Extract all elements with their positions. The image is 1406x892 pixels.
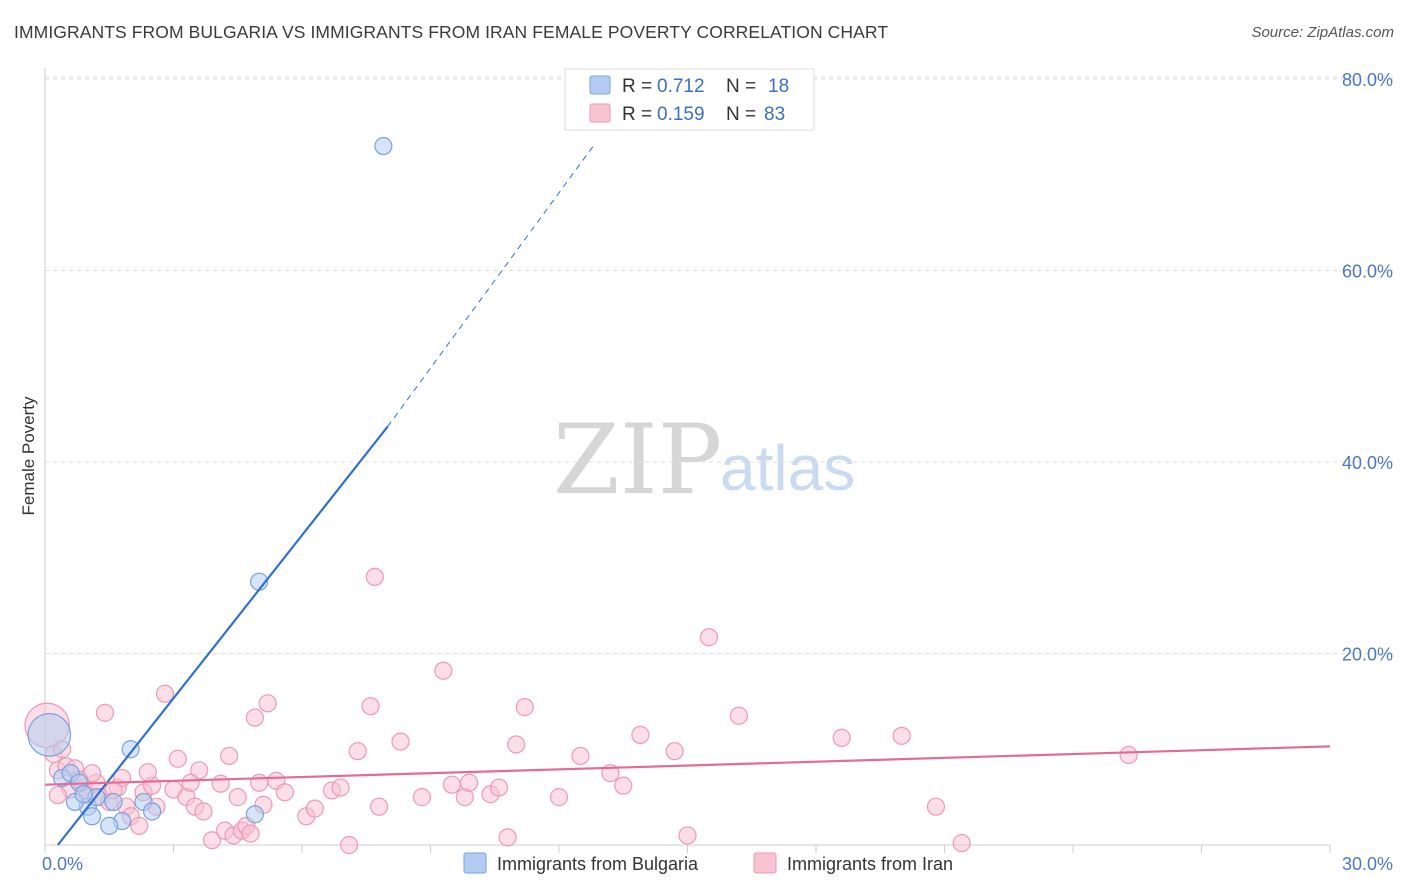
- bottom-legend: Immigrants from Bulgaria Immigrants from…: [463, 852, 953, 874]
- iran-points: [24, 567, 1138, 855]
- iran-point-61: [571, 746, 590, 766]
- legend-r-value-iran: 0.159: [657, 104, 705, 125]
- bulgaria-trend-line: [56, 425, 389, 846]
- legend-r-value-bulgaria: 0.712: [657, 76, 705, 97]
- iran-point-58: [507, 735, 526, 754]
- iran-point-66: [678, 826, 697, 845]
- iran-point-56: [489, 778, 509, 797]
- legend-r-label-bulgaria: R =: [622, 76, 652, 97]
- iran-point-22: [168, 749, 187, 768]
- iran-point-50: [412, 788, 432, 807]
- legend-swatch-bulgaria: [589, 75, 611, 95]
- legend-n-value-bulgaria: 18: [768, 76, 789, 97]
- iran-point-54: [459, 773, 479, 792]
- iran-point-70: [892, 726, 911, 745]
- iran-point-64: [631, 725, 650, 744]
- grid-lines: [45, 76, 1393, 654]
- x-tick-label-min: 0.0%: [42, 854, 83, 874]
- iran-trend-line: [44, 745, 1331, 786]
- iran-point-39: [258, 694, 277, 713]
- iran-point-52: [442, 775, 462, 794]
- iran-point-25: [190, 761, 209, 780]
- iran-point-44: [340, 835, 359, 855]
- legend-n-value-iran: 83: [764, 104, 785, 125]
- watermark-zip: ZIP: [553, 404, 722, 516]
- iran-point-48: [365, 567, 384, 587]
- iran-point-45: [348, 742, 367, 761]
- iran-point-37: [250, 773, 269, 792]
- bottom-legend-label-bulgaria: Immigrants from Bulgaria: [497, 854, 699, 874]
- iran-point-26: [194, 802, 213, 821]
- iran-point-35: [241, 824, 260, 843]
- iran-point-63: [614, 776, 633, 795]
- bulgaria-point-9: [83, 807, 102, 826]
- iran-point-79: [275, 783, 294, 802]
- bulgaria-point-0: [27, 713, 72, 757]
- y-tick-label-1: 40.0%: [1342, 453, 1393, 473]
- legend-swatch-iran: [589, 103, 611, 123]
- iran-point-30: [220, 746, 239, 766]
- chart-title: IMMIGRANTS FROM BULGARIA VS IMMIGRANTS F…: [14, 22, 889, 42]
- bulgaria-trend-extension: [387, 145, 594, 427]
- trend-lines: [44, 145, 1331, 846]
- iran-point-72: [952, 833, 971, 853]
- iran-point-28: [211, 774, 230, 793]
- iran-point-51: [434, 661, 453, 680]
- y-tick-label-3: 80.0%: [1342, 70, 1393, 90]
- bulgaria-point-8: [121, 740, 140, 759]
- iran-point-11: [95, 703, 115, 722]
- iran-point-43: [331, 778, 350, 797]
- iran-point-32: [228, 788, 247, 807]
- bulgaria-point-6: [104, 792, 123, 812]
- watermark-atlas: atlas: [720, 432, 855, 504]
- bulgaria-point-17: [374, 136, 393, 156]
- source-label: Source: ZipAtlas.com: [1251, 24, 1394, 41]
- iran-point-69: [832, 728, 851, 747]
- bulgaria-point-15: [245, 805, 264, 824]
- iran-point-67: [699, 628, 719, 647]
- iran-point-59: [515, 698, 534, 717]
- bulgaria-point-13: [74, 785, 93, 804]
- iran-point-73: [1119, 745, 1138, 765]
- iran-point-16: [130, 816, 149, 835]
- iran-point-71: [926, 797, 946, 816]
- iran-point-68: [729, 706, 749, 725]
- legend-r-label-iran: R =: [622, 104, 652, 125]
- legend-n-label-bulgaria: N =: [726, 76, 756, 97]
- bottom-legend-swatch-bulgaria: [463, 852, 487, 874]
- iran-point-77: [138, 763, 157, 782]
- iran-point-36: [245, 708, 264, 727]
- iran-point-57: [498, 828, 517, 847]
- y-axis-title: Female Poverty: [19, 396, 38, 516]
- y-tick-label-0: 20.0%: [1342, 645, 1393, 665]
- iran-point-65: [665, 742, 684, 761]
- bulgaria-point-10: [100, 816, 119, 835]
- y-tick-label-2: 60.0%: [1342, 262, 1393, 282]
- bottom-legend-swatch-iran: [753, 852, 777, 874]
- bulgaria-points: [27, 136, 393, 835]
- bottom-legend-label-iran: Immigrants from Iran: [787, 854, 953, 874]
- iran-point-81: [48, 786, 67, 805]
- x-tick-label-max: 30.0%: [1342, 854, 1393, 874]
- legend-box: R = 0.712 N = 18 R = 0.159 N = 83: [564, 68, 815, 131]
- y-tick-labels: 20.0% 40.0% 60.0% 80.0%: [1342, 70, 1393, 665]
- legend-n-label-iran: N =: [726, 104, 756, 125]
- iran-point-20: [155, 684, 175, 703]
- iran-point-46: [361, 697, 380, 716]
- iran-point-80: [305, 799, 324, 818]
- iran-point-27: [202, 831, 222, 850]
- iran-point-49: [391, 732, 410, 751]
- iran-point-78: [181, 773, 200, 792]
- iran-point-47: [370, 797, 389, 816]
- iran-point-60: [549, 788, 569, 807]
- bulgaria-point-14: [142, 802, 162, 821]
